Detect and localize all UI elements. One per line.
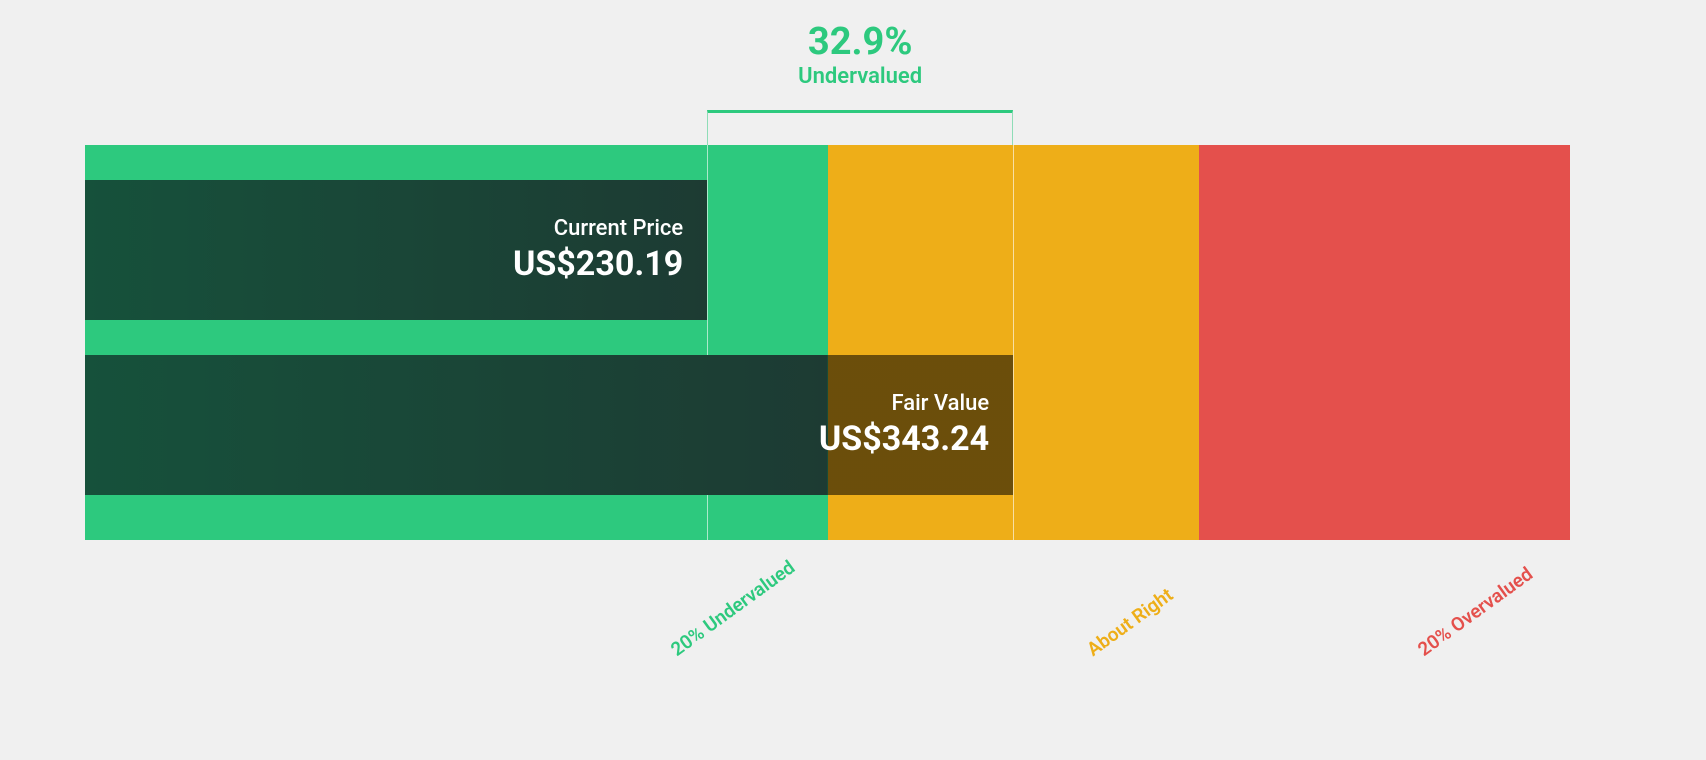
valuation-label: Undervalued bbox=[798, 64, 922, 89]
axis-label-overvalued: 20% Overvalued bbox=[1413, 562, 1537, 661]
fair-value-bar: Fair Value US$343.24 bbox=[85, 355, 1013, 495]
valuation-callout: 32.9% Undervalued bbox=[0, 22, 1706, 89]
axis-label-undervalued: 20% Undervalued bbox=[666, 555, 799, 660]
current-price-bar: Current Price US$230.19 bbox=[85, 180, 707, 320]
axis-label-about-right: About Right bbox=[1082, 583, 1177, 661]
current-price-value: US$230.19 bbox=[513, 244, 683, 285]
fair-value-value: US$343.24 bbox=[819, 419, 989, 460]
valuation-bracket bbox=[707, 110, 1013, 145]
valuation-chart: Current Price US$230.19 Fair Value US$34… bbox=[85, 145, 1570, 540]
valuation-percent: 32.9% bbox=[798, 22, 922, 64]
zone-overvalued bbox=[1199, 145, 1570, 540]
current-price-label: Current Price bbox=[554, 215, 683, 244]
fair-value-label: Fair Value bbox=[891, 390, 989, 419]
dropline-fair bbox=[1013, 145, 1014, 540]
